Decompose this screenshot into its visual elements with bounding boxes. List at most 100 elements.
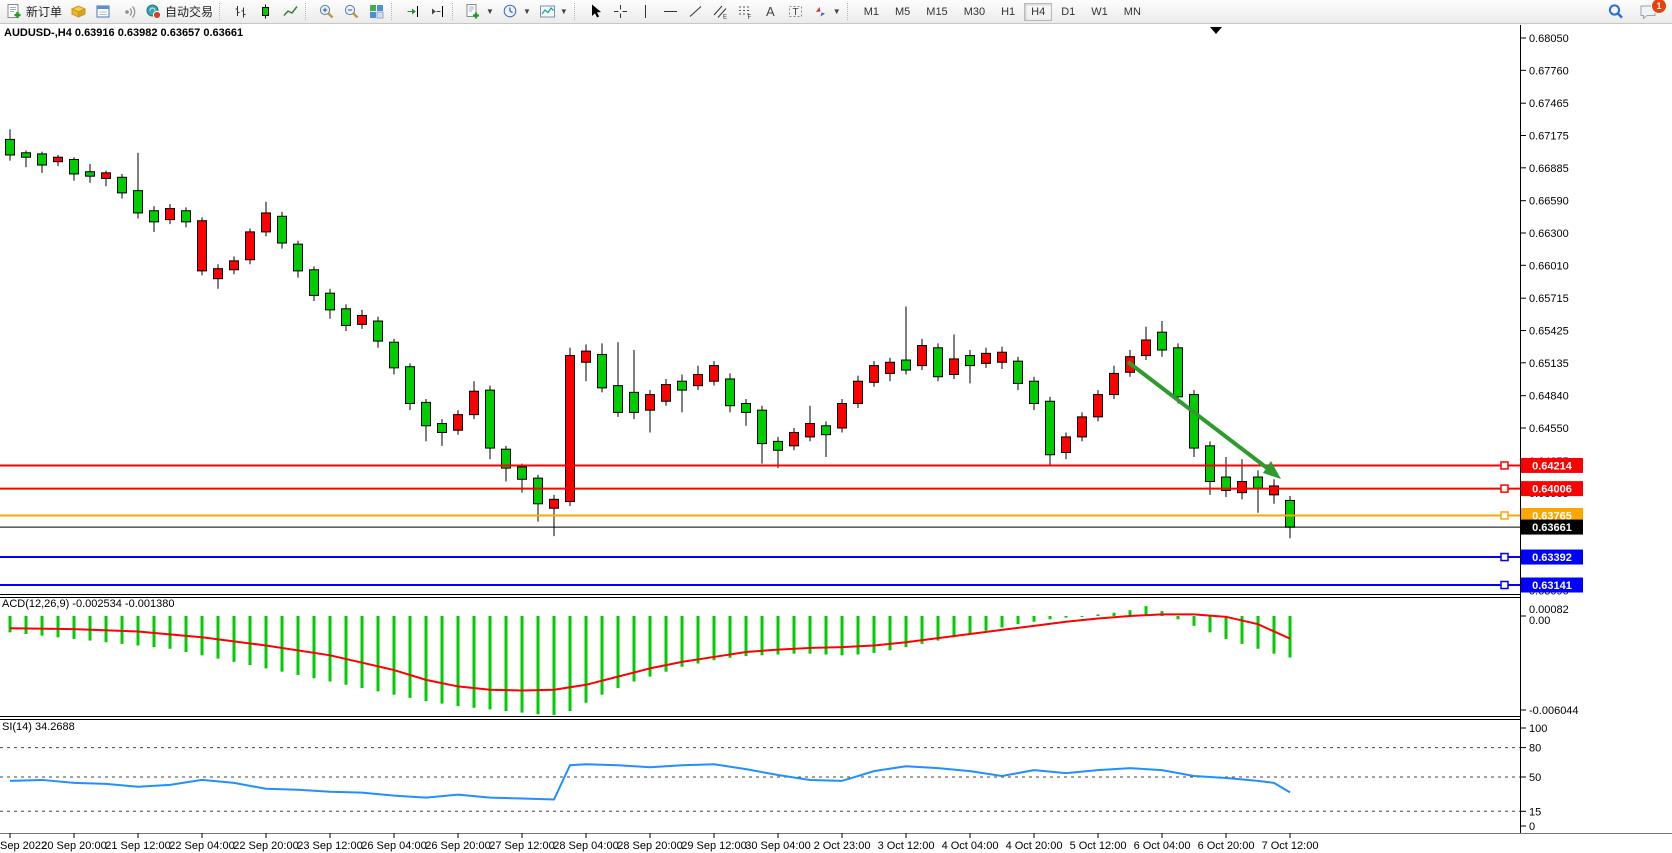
svg-text:0.65425: 0.65425 bbox=[1529, 326, 1569, 338]
vertical-line-button[interactable] bbox=[633, 1, 658, 22]
svg-text:4 Oct 04:00: 4 Oct 04:00 bbox=[942, 840, 999, 852]
bar-chart-button[interactable] bbox=[228, 1, 253, 22]
timeframe-m1-button[interactable]: M1 bbox=[857, 3, 886, 21]
chart-shift-button[interactable] bbox=[400, 1, 425, 22]
market-watch-button[interactable] bbox=[91, 1, 116, 22]
candlestick-icon bbox=[257, 3, 274, 20]
timeframe-mn-button[interactable]: MN bbox=[1117, 3, 1148, 21]
svg-text:30 Sep 04:00: 30 Sep 04:00 bbox=[745, 840, 810, 852]
text-icon: A bbox=[762, 3, 779, 20]
svg-text:E: E bbox=[723, 15, 727, 21]
fibonacci-icon: F bbox=[737, 3, 754, 21]
line-chart-icon bbox=[282, 3, 299, 20]
search-button[interactable] bbox=[1603, 1, 1629, 23]
svg-text:0.66885: 0.66885 bbox=[1529, 163, 1569, 175]
svg-text:5 Oct 12:00: 5 Oct 12:00 bbox=[1070, 840, 1127, 852]
vertical-line-icon bbox=[637, 3, 654, 20]
candlestick-button[interactable] bbox=[253, 1, 278, 22]
fibonacci-button[interactable]: F bbox=[733, 1, 758, 22]
svg-text:0.64550: 0.64550 bbox=[1529, 423, 1569, 435]
svg-text:0.67760: 0.67760 bbox=[1529, 65, 1569, 77]
trend-arrow-annotation bbox=[1126, 360, 1281, 479]
timeframe-m15-button[interactable]: M15 bbox=[919, 3, 954, 21]
toolbar-separator bbox=[846, 3, 854, 20]
zoom-out-button[interactable] bbox=[339, 1, 364, 22]
svg-text:0.65715: 0.65715 bbox=[1529, 293, 1569, 305]
horizontal-line-icon bbox=[662, 3, 679, 20]
periods-menu-button[interactable]: ▼ bbox=[498, 1, 535, 22]
svg-text:28 Sep 04:00: 28 Sep 04:00 bbox=[553, 840, 618, 852]
chevron-down-icon: ▼ bbox=[486, 7, 494, 16]
svg-text:3 Oct 12:00: 3 Oct 12:00 bbox=[878, 840, 935, 852]
auto-scroll-button[interactable] bbox=[425, 1, 450, 22]
svg-text:7 Oct 12:00: 7 Oct 12:00 bbox=[1262, 840, 1319, 852]
rsi-axis: 100 80 50 15 0 bbox=[0, 723, 1547, 833]
channel-icon: E bbox=[712, 3, 729, 21]
svg-text:0.00: 0.00 bbox=[1529, 615, 1550, 627]
notification-badge: 1 bbox=[1651, 0, 1667, 14]
line-chart-button[interactable] bbox=[278, 1, 303, 22]
clock-icon bbox=[502, 3, 519, 20]
timeframe-w1-button[interactable]: W1 bbox=[1084, 3, 1115, 21]
chevron-down-icon: ▼ bbox=[522, 7, 531, 16]
tile-windows-button[interactable] bbox=[364, 1, 389, 22]
zoom-in-button[interactable] bbox=[314, 1, 339, 22]
svg-text:0.67175: 0.67175 bbox=[1529, 131, 1569, 143]
trendline-button[interactable] bbox=[683, 1, 708, 22]
text-button[interactable]: A bbox=[758, 1, 783, 22]
svg-text:6 Oct 20:00: 6 Oct 20:00 bbox=[1198, 840, 1255, 852]
svg-text:50: 50 bbox=[1529, 772, 1541, 784]
signal-button[interactable] bbox=[116, 1, 141, 22]
svg-text:-0.006044: -0.006044 bbox=[1529, 705, 1579, 717]
templates-menu-button[interactable]: ▼ bbox=[535, 1, 572, 22]
profiles-button[interactable] bbox=[66, 1, 91, 22]
svg-text:27 Sep 12:00: 27 Sep 12:00 bbox=[489, 840, 554, 852]
svg-text:26 Sep 20:00: 26 Sep 20:00 bbox=[425, 840, 490, 852]
cursor-button[interactable] bbox=[583, 1, 608, 22]
search-icon bbox=[1607, 3, 1625, 21]
svg-text:F: F bbox=[747, 15, 751, 20]
timeframe-m30-button[interactable]: M30 bbox=[957, 3, 992, 21]
svg-text:0.66590: 0.66590 bbox=[1529, 196, 1569, 208]
market-watch-icon bbox=[95, 3, 112, 20]
chart-ohlc-title: AUDUSD-,H4 0.63916 0.63982 0.63657 0.636… bbox=[4, 27, 244, 39]
toolbar-right-group: 1 bbox=[1603, 0, 1670, 23]
toolbar-separator bbox=[391, 3, 398, 20]
svg-text:0.63765: 0.63765 bbox=[1532, 510, 1572, 522]
crosshair-button[interactable] bbox=[608, 1, 633, 22]
last-bar-marker bbox=[1210, 27, 1222, 34]
autotrading-button[interactable]: 自动交易 bbox=[141, 1, 217, 22]
panel-borders bbox=[0, 25, 1672, 834]
toolbar-separator bbox=[219, 3, 226, 20]
timeframe-m5-button[interactable]: M5 bbox=[888, 3, 917, 21]
timeframe-d1-button[interactable]: D1 bbox=[1054, 3, 1082, 21]
horizontal-line-button[interactable] bbox=[658, 1, 683, 22]
macd-indicator-label: ACD(12,26,9) -0.002534 -0.001380 bbox=[2, 598, 175, 610]
new-order-icon bbox=[6, 3, 23, 20]
new-chart-button[interactable]: ▼ bbox=[461, 1, 498, 22]
text-label-button[interactable]: T bbox=[783, 1, 808, 22]
svg-text:0.63661: 0.63661 bbox=[1532, 522, 1572, 534]
svg-text:T: T bbox=[792, 7, 798, 18]
svg-text:0.65135: 0.65135 bbox=[1529, 358, 1569, 370]
equidistant-channel-button[interactable]: E bbox=[708, 1, 733, 22]
svg-text:26 Sep 04:00: 26 Sep 04:00 bbox=[361, 840, 426, 852]
timeframe-h4-button[interactable]: H4 bbox=[1024, 2, 1053, 21]
toolbar-separator bbox=[305, 3, 312, 20]
timeframe-h1-button[interactable]: H1 bbox=[994, 3, 1022, 21]
arrows-menu-button[interactable]: ▼ bbox=[808, 1, 845, 22]
autotrading-label: 自动交易 bbox=[165, 5, 214, 19]
autotrading-icon bbox=[145, 3, 162, 20]
new-order-button[interactable]: 新订单 bbox=[2, 1, 66, 22]
zoom-in-icon bbox=[318, 3, 335, 20]
svg-text:100: 100 bbox=[1529, 723, 1547, 735]
svg-text:0.63392: 0.63392 bbox=[1532, 552, 1572, 564]
svg-text:20 Sep 20:00: 20 Sep 20:00 bbox=[41, 840, 106, 852]
svg-text:80: 80 bbox=[1529, 743, 1541, 755]
bar-chart-icon bbox=[232, 3, 249, 20]
notifications-button[interactable]: 1 bbox=[1635, 0, 1667, 23]
rsi-plot bbox=[9, 763, 1291, 801]
